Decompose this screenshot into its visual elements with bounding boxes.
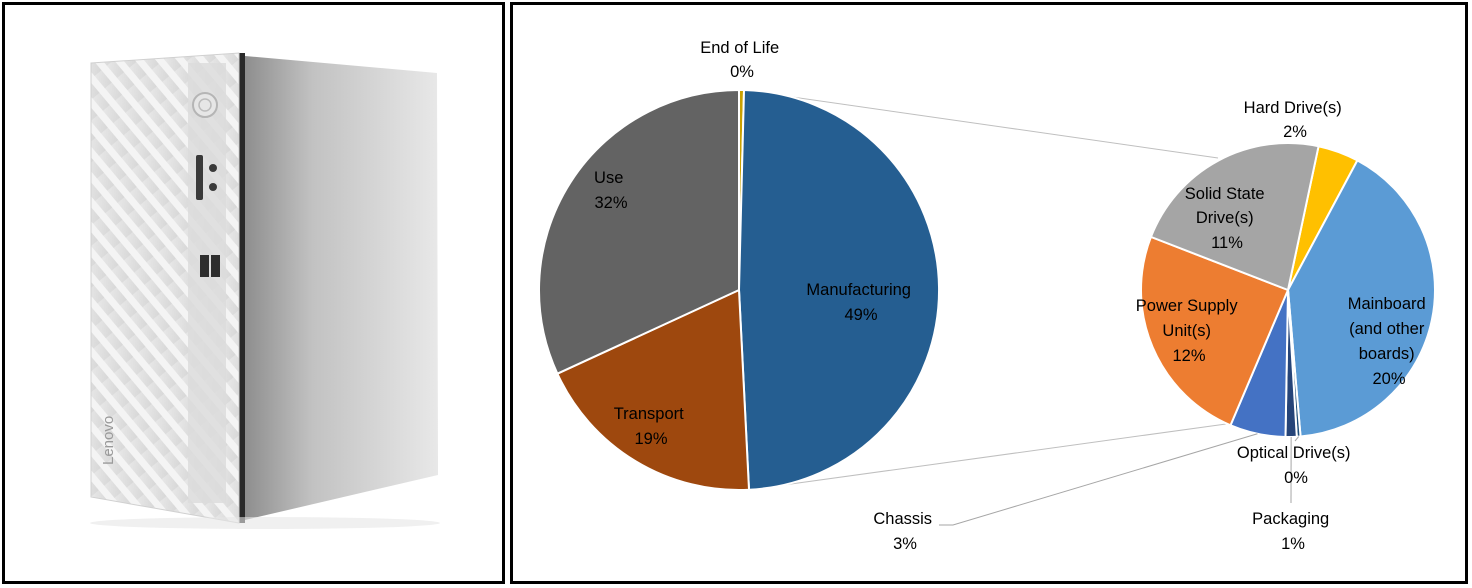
desktop-pc-image: Lenovo	[90, 52, 440, 529]
label-end-of-life: End of Life 0%	[700, 39, 783, 81]
pie-of-pie-chart: End of Life 0% Use 32% Manufacturing 49%…	[538, 39, 1436, 553]
sub-slice-solid-state-drive-s	[1149, 142, 1320, 291]
audio-jack-icon-2	[209, 183, 217, 191]
label-hard-drive: Hard Drive(s) 2%	[1244, 99, 1347, 141]
pc-front-strip	[188, 63, 226, 503]
label-mainboard: Mainboard (and other boards) 20%	[1348, 295, 1431, 388]
label-psu: Power Supply Unit(s) 12%	[1136, 297, 1242, 365]
breakdown-pie	[1140, 142, 1436, 439]
chart-panel: End of Life 0% Use 32% Manufacturing 49%…	[510, 2, 1468, 584]
card-reader-slot	[196, 155, 203, 200]
label-manufacturing: Manufacturing 49%	[806, 281, 915, 324]
sub-slice-mainboard-and-other-boards	[1287, 159, 1436, 438]
product-image-panel: Lenovo	[2, 2, 505, 584]
main-pie	[538, 88, 941, 491]
usb-port-icon-2	[211, 255, 220, 277]
label-chassis: Chassis 3%	[873, 510, 936, 553]
brand-logo: Lenovo	[100, 416, 117, 465]
label-packaging: Packaging 1%	[1252, 510, 1334, 553]
slice-use	[538, 89, 740, 375]
pc-vent-strip	[239, 53, 245, 523]
audio-jack-icon	[209, 164, 217, 172]
pc-side-panel	[245, 56, 438, 520]
label-ssd: Solid State Drive(s) 11%	[1185, 185, 1269, 252]
label-use: Use 32%	[594, 169, 628, 212]
label-optical-drive: Optical Drive(s) 0%	[1237, 444, 1355, 487]
connector-lines	[743, 89, 1227, 491]
connector-top	[743, 89, 1219, 159]
leader-chassis	[939, 433, 1258, 526]
label-transport: Transport 19%	[614, 405, 689, 448]
slice-manufacturing	[738, 89, 941, 491]
slice-transport	[556, 289, 751, 491]
leader-optical	[1294, 436, 1300, 442]
connector-bottom	[748, 423, 1227, 491]
sub-slice-power-supply-unit-s	[1140, 235, 1289, 427]
leader-lines	[939, 433, 1300, 526]
power-button-icon	[192, 92, 218, 118]
usb-port-icon	[200, 255, 209, 277]
